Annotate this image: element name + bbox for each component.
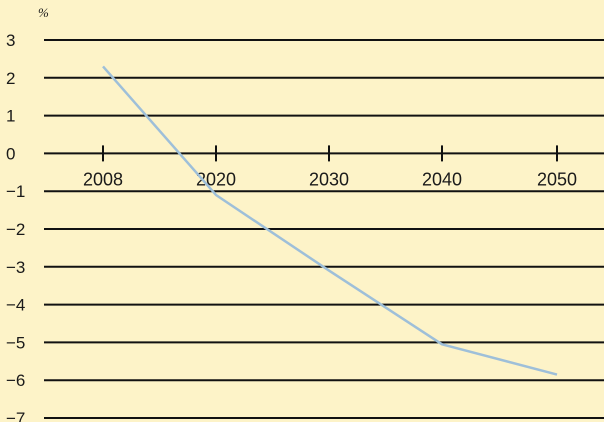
y-tick-label: −7	[6, 409, 25, 422]
y-tick-label: 0	[6, 144, 15, 163]
x-tick-label: 2008	[83, 169, 123, 189]
series-line	[102, 65, 558, 376]
y-tick-label: −1	[6, 182, 25, 201]
y-tick-label: 1	[6, 107, 15, 126]
x-tick-label: 2030	[309, 169, 349, 189]
x-tick-label: 2040	[422, 169, 462, 189]
x-tick-label: 2050	[537, 169, 577, 189]
x-axis: 2008 2020 2030 2040 2050	[83, 145, 577, 189]
y-axis-ticks: 3 2 1 0 −1 −2 −3 −4 −5 −6 −7	[6, 31, 25, 422]
y-tick-label: 3	[6, 31, 15, 50]
y-tick-label: −5	[6, 333, 25, 352]
gridlines	[44, 39, 604, 419]
y-tick-label: 2	[6, 69, 15, 88]
y-axis-unit-label: %	[38, 5, 49, 20]
y-tick-label: −4	[6, 296, 25, 315]
y-tick-label: −6	[6, 371, 25, 390]
y-tick-label: −3	[6, 258, 25, 277]
y-tick-label: −2	[6, 220, 25, 239]
series-group	[102, 65, 558, 376]
